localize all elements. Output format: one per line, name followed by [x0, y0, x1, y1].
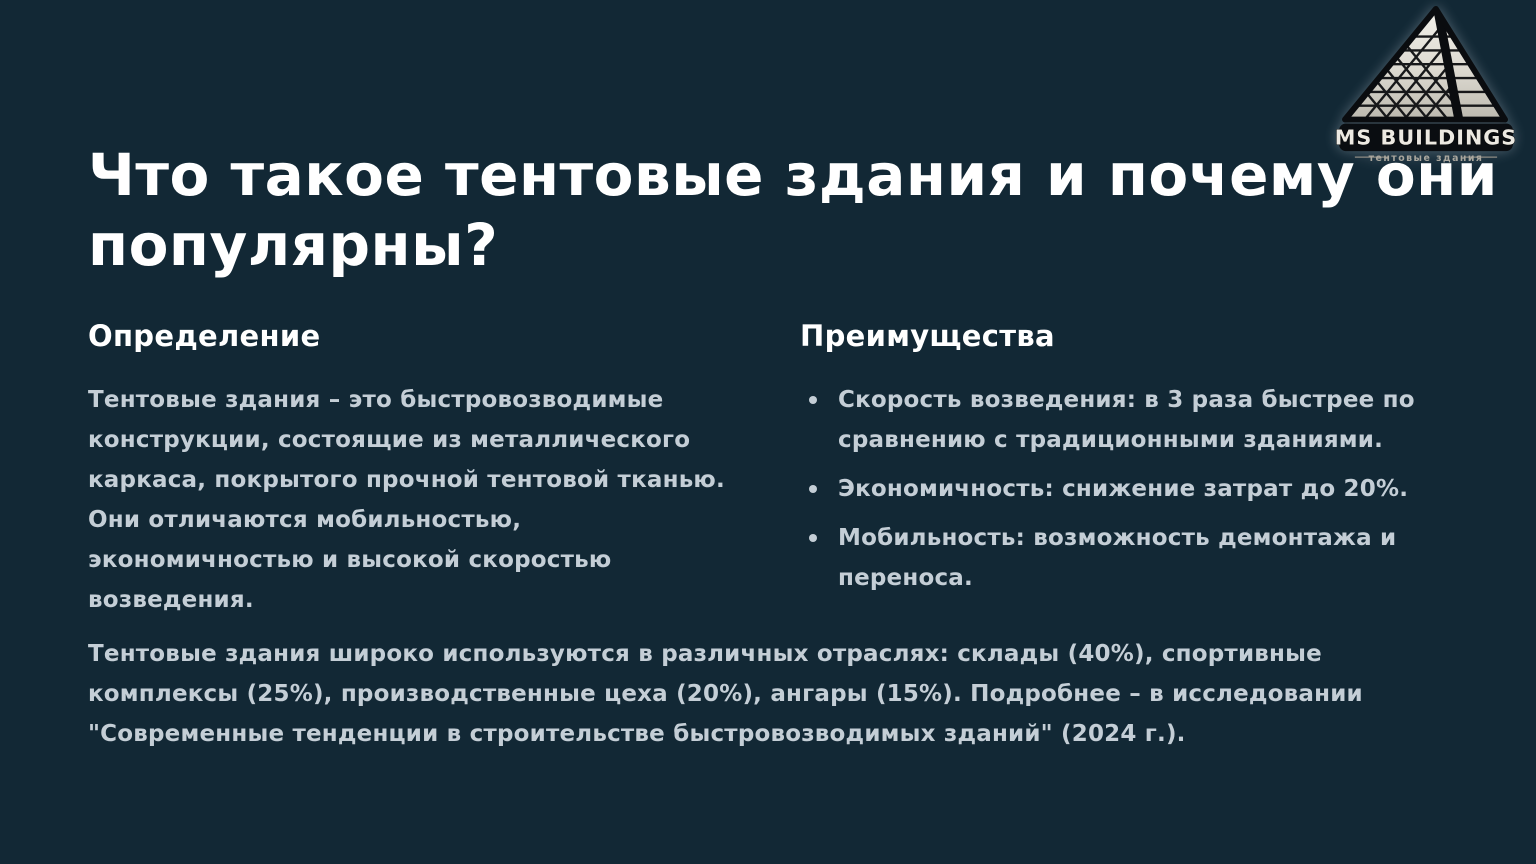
advantage-item: Мобильность: возможность демонтажа и пер…: [800, 518, 1440, 598]
advantage-text: Экономичность: снижение затрат до 20%.: [838, 476, 1409, 502]
bullet-dot-icon: [809, 396, 817, 404]
definition-heading: Определение: [88, 319, 321, 353]
bullet-dot-icon: [809, 534, 817, 542]
advantage-text: Скорость возведения: в 3 раза быстрее по…: [838, 387, 1415, 453]
definition-line: конструкции, состоящие из металлического: [88, 427, 691, 453]
slide-title-line-2: популярны?: [88, 211, 499, 279]
logo-tagline-text: тентовые здания: [1369, 153, 1484, 164]
definition-line: каркаса, покрытого прочной тентовой ткан…: [88, 467, 725, 493]
definition-paragraph: Тентовые здания – это быстровозводимые к…: [88, 380, 750, 620]
bullet-dot-icon: [809, 485, 817, 493]
content-columns: Определение Тентовые здания – это быстро…: [88, 318, 1450, 620]
definition-line: Они отличаются мобильностью,: [88, 507, 522, 533]
company-logo: MS BUILDINGS тентовые здания: [1334, 3, 1517, 165]
advantages-column: Преимущества Скорость возведения: в 3 ра…: [800, 318, 1450, 620]
advantages-list: Скорость возведения: в 3 раза быстрее по…: [800, 380, 1450, 598]
slide-title-line-1: Что такое тентовые здания и почему они: [88, 141, 1498, 209]
usage-statistics-paragraph: Тентовые здания широко используются в ра…: [88, 641, 1363, 747]
logo-plaque: [1339, 123, 1513, 152]
definition-line: Тентовые здания – это быстровозводимые: [88, 387, 664, 413]
advantage-text: Мобильность: возможность демонтажа и пер…: [838, 525, 1397, 591]
logo-brand-text: MS BUILDINGS: [1336, 125, 1516, 149]
advantages-heading: Преимущества: [800, 319, 1055, 353]
advantage-item: Скорость возведения: в 3 раза быстрее по…: [800, 380, 1440, 460]
tent-pyramid-icon: MS BUILDINGS тентовые здания: [1334, 5, 1517, 164]
definition-column: Определение Тентовые здания – это быстро…: [88, 318, 750, 620]
definition-line: возведения.: [88, 587, 254, 613]
advantage-item: Экономичность: снижение затрат до 20%.: [800, 469, 1440, 509]
slide-title: Что такое тентовые здания и почему они п…: [88, 140, 1508, 280]
definition-line: экономичностью и высокой скоростью: [88, 547, 612, 573]
